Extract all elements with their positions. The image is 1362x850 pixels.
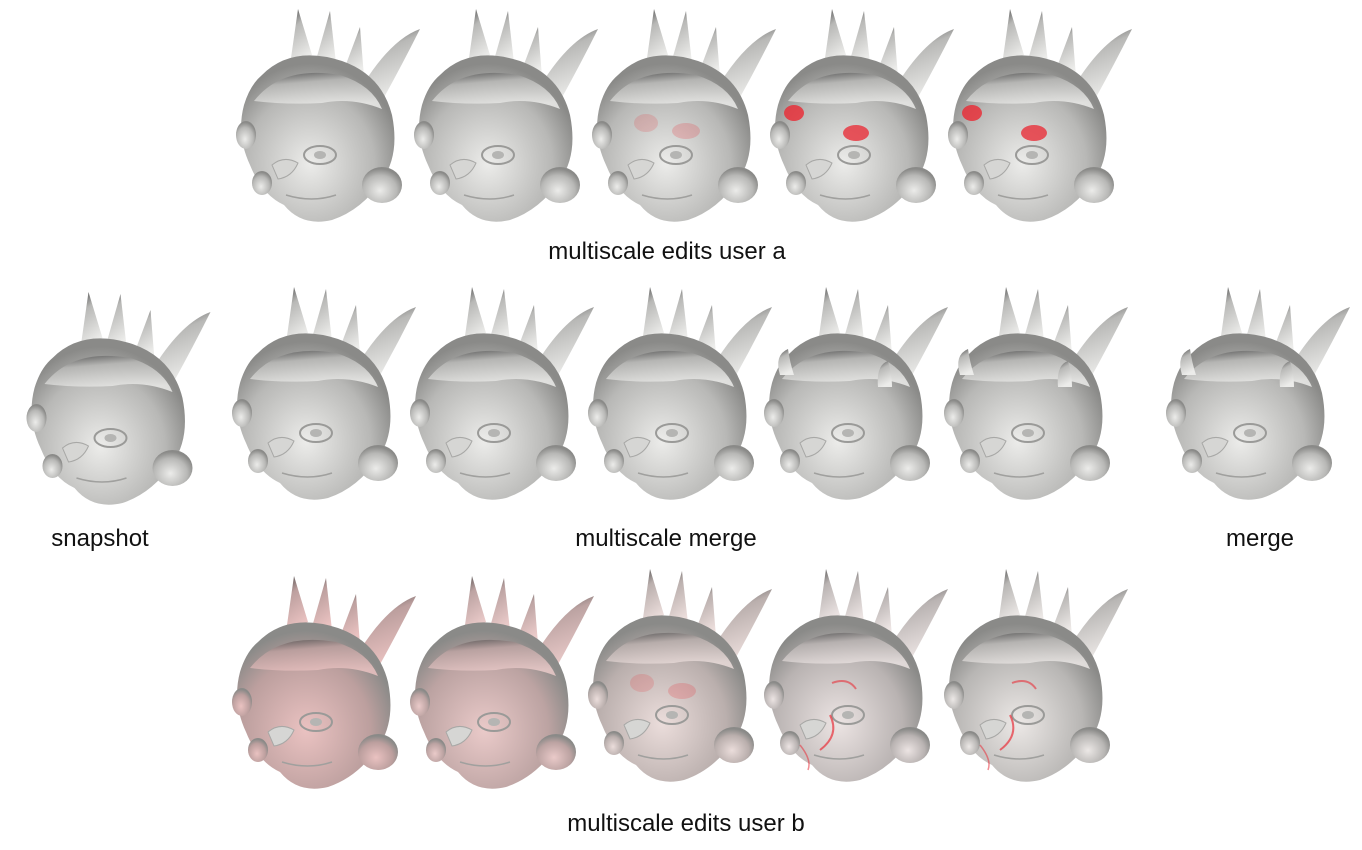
merge-mesh xyxy=(1162,283,1352,508)
user-b-edit-2 xyxy=(406,572,596,797)
caption-user-a: multiscale edits user a xyxy=(548,238,786,265)
snapshot-mesh xyxy=(20,288,215,513)
mesh-render xyxy=(410,576,594,789)
caption-multiscale-merge: multiscale merge xyxy=(575,525,757,552)
mesh-render xyxy=(764,287,948,500)
mesh-render xyxy=(588,569,772,782)
caption-merge: merge xyxy=(1225,525,1295,552)
mesh-render xyxy=(592,9,776,222)
mesh-render xyxy=(232,576,416,789)
user-a-edit-2 xyxy=(410,5,600,230)
multiscale-merge-4 xyxy=(760,283,950,508)
user-b-edit-3 xyxy=(584,565,774,790)
multiscale-merge-3 xyxy=(584,283,774,508)
mesh-render xyxy=(588,287,772,500)
mesh-render xyxy=(414,9,598,222)
mesh-render xyxy=(410,287,594,500)
multiscale-merge-1 xyxy=(228,283,418,508)
multiscale-merge-5 xyxy=(940,283,1130,508)
mesh-render xyxy=(948,9,1132,222)
caption-user-b: multiscale edits user b xyxy=(567,810,805,837)
mesh-render xyxy=(26,292,211,505)
mesh-render xyxy=(764,569,948,782)
user-b-edit-1 xyxy=(228,572,418,797)
caption-snapshot: snapshot xyxy=(51,525,149,552)
mesh-render xyxy=(944,569,1128,782)
user-b-edit-5 xyxy=(940,565,1130,790)
user-a-edit-1 xyxy=(232,5,422,230)
mesh-render xyxy=(232,287,416,500)
mesh-render xyxy=(236,9,420,222)
user-a-edit-5 xyxy=(944,5,1134,230)
mesh-render xyxy=(944,287,1128,500)
user-b-edit-4 xyxy=(760,565,950,790)
mesh-render xyxy=(1166,287,1350,500)
multiscale-merge-2 xyxy=(406,283,596,508)
user-a-edit-4 xyxy=(766,5,956,230)
user-a-edit-3 xyxy=(588,5,778,230)
mesh-render xyxy=(770,9,954,222)
